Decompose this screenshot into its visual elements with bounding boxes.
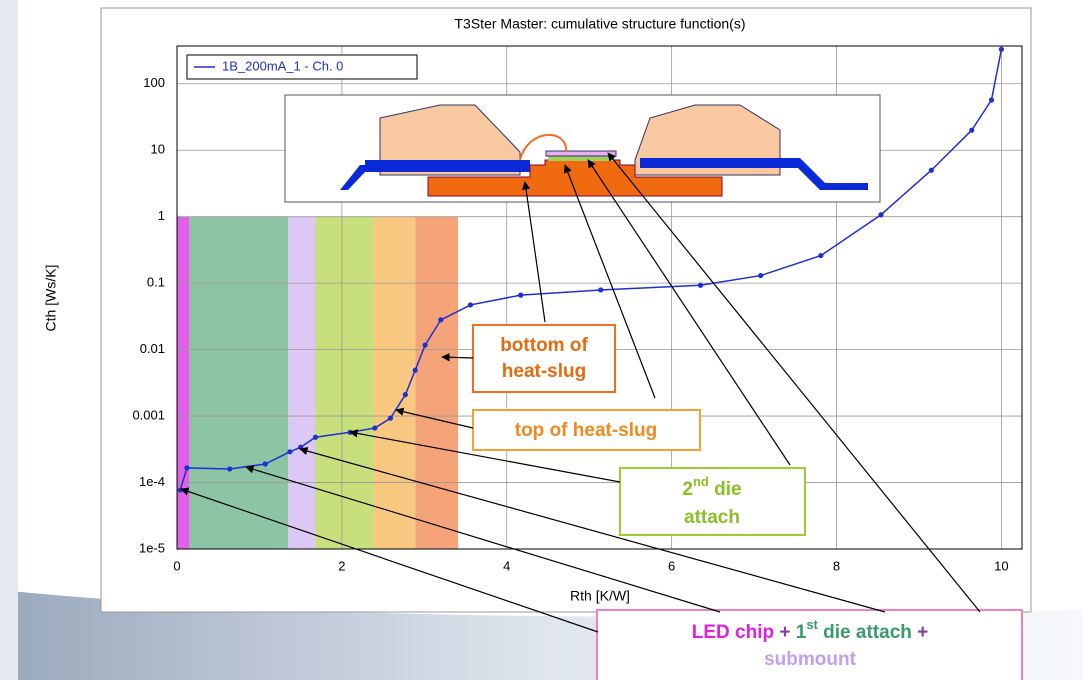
data-point [372, 425, 378, 431]
band [177, 216, 190, 549]
left-edge [0, 0, 18, 680]
data-point [998, 46, 1004, 52]
annotation-box [596, 609, 1023, 680]
annotation-box [619, 467, 806, 536]
band [189, 216, 289, 549]
band [315, 216, 375, 549]
data-point [969, 127, 975, 133]
y-tick-label: 0.01 [140, 341, 165, 356]
data-point [928, 167, 934, 173]
x-tick-label: 6 [668, 558, 675, 573]
data-point [387, 415, 394, 421]
data-point [184, 465, 190, 471]
annotation-text: LED chip + 1st die attach + [692, 617, 929, 643]
annotation-text: 2nd die [682, 474, 741, 500]
y-tick-label: 1e-5 [139, 540, 165, 555]
annotation-box [472, 324, 616, 393]
text-part: + [912, 622, 928, 643]
data-point [697, 282, 704, 288]
x-tick-label: 8 [833, 558, 840, 573]
band [374, 216, 416, 549]
data-point [412, 367, 418, 373]
superscript: st [806, 617, 818, 632]
annotation-box [472, 409, 701, 451]
data-point [287, 449, 293, 455]
chart-title: T3Ster Master: cumulative structure func… [455, 16, 746, 32]
bands [177, 216, 459, 549]
x-tick-label: 0 [173, 558, 180, 573]
data-point [177, 487, 183, 493]
superscript: nd [693, 474, 709, 489]
legend-label: 1B_200mA_1 - Ch. 0 [222, 58, 343, 73]
data-point [988, 97, 995, 103]
inset-diagram [284, 94, 881, 203]
data-point [818, 252, 824, 259]
annotation-text: submount [764, 649, 856, 670]
y-tick-label: 100 [143, 75, 165, 90]
annotation-text: heat-slug [502, 361, 586, 382]
data-point [878, 212, 884, 218]
y-tick-label: 1e-4 [139, 474, 165, 489]
data-point [467, 302, 474, 308]
data-point [227, 466, 233, 472]
band [415, 216, 459, 549]
y-tick-label: 0.001 [132, 408, 165, 423]
legend [186, 54, 418, 80]
text-part: die attach [818, 622, 912, 643]
y-tick-label: 1 [158, 208, 165, 223]
y-tick-label: 10 [151, 142, 165, 157]
y-tick-label: 0.1 [147, 275, 165, 290]
data-point [262, 461, 268, 467]
text-part: LED chip [692, 622, 774, 643]
annotation-text: attach [684, 507, 740, 528]
x-axis-label: Rth [K/W] [570, 588, 630, 604]
y-axis-label: Cth [Ws/K] [43, 265, 59, 332]
arrows [180, 152, 981, 633]
annotation-text: bottom of [500, 335, 588, 356]
x-tick-label: 10 [994, 558, 1008, 573]
data-point [422, 342, 428, 348]
data-point [758, 272, 764, 279]
data-point [518, 292, 524, 298]
band [288, 216, 316, 549]
text-part: 2 [682, 479, 693, 500]
text-part: die [709, 479, 742, 500]
data-point [438, 317, 444, 323]
text-part: + [774, 622, 796, 643]
plot-frame [176, 45, 1023, 550]
data-point [402, 392, 408, 398]
text-part: 1 [796, 622, 807, 643]
x-tick-label: 4 [503, 558, 510, 573]
data-point [598, 287, 604, 293]
data-point [312, 434, 319, 440]
annotation-text: top of heat-slug [515, 420, 657, 441]
ticks: 0 2 4 6 8 10 1e-5 1e-4 0.001 0.01 0.1 1 10 100 [132, 75, 1008, 573]
x-tick-label: 2 [338, 558, 345, 573]
